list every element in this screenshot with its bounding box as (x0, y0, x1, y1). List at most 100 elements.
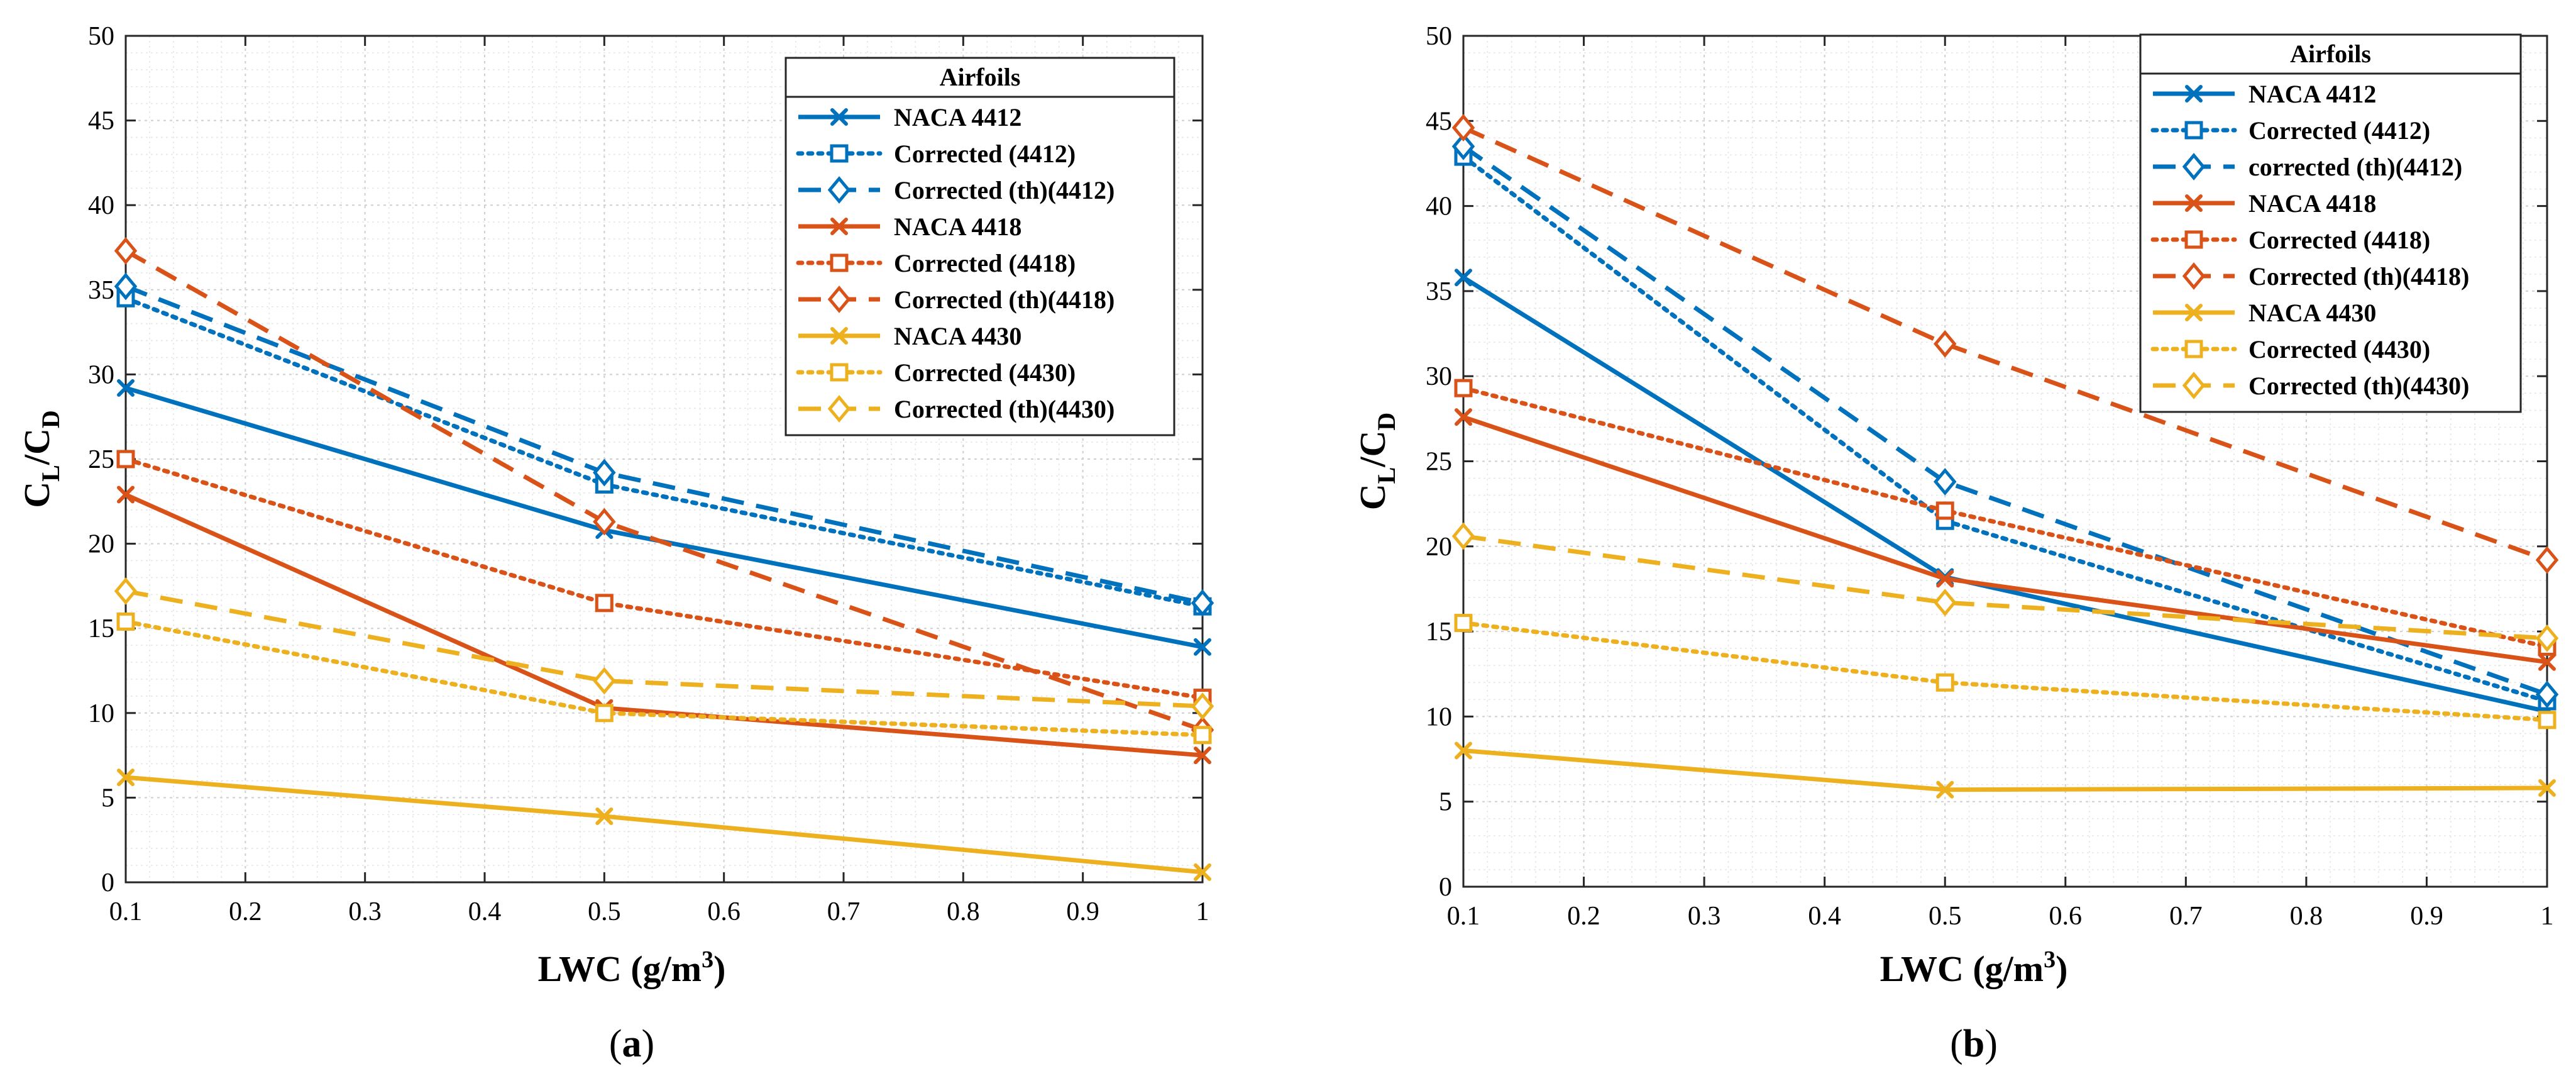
legend-entry: Corrected (th)(4412) (894, 176, 1115, 204)
series-6 (1455, 741, 2556, 799)
series-line (1462, 145, 2548, 697)
x-tick-label: 0.4 (468, 897, 502, 926)
series-line (1463, 534, 2548, 641)
data-point (1455, 741, 1472, 760)
y-tick-label: 5 (1439, 788, 1452, 817)
panel-label: (a) (609, 1023, 654, 1065)
data-point (593, 458, 616, 487)
x-tick-label: 0.6 (2049, 902, 2083, 931)
legend-marker (830, 327, 848, 345)
y-axis-label: CL​/CD​ (1352, 413, 1401, 510)
series-7 (116, 612, 1212, 745)
legend-entry: Corrected (4418) (894, 249, 1076, 277)
chart-panel-a: 0 5 10 15 20 25 30 35 40 45 50 0.1 0.2 0.3 0.4 0.5 0.6 0.… (16, 22, 1214, 1065)
y-tick-label: 0 (101, 868, 114, 897)
legend-marker (2185, 304, 2203, 321)
series-3 (1455, 408, 2556, 671)
y-tick-label: 0 (1439, 873, 1452, 902)
legend-entry: NACA 4412 (894, 103, 1021, 131)
legend-marker (2182, 153, 2206, 180)
y-tick-label: 30 (88, 360, 114, 389)
legend-marker (2182, 262, 2206, 290)
x-tick-label: 1 (1196, 897, 1209, 926)
data-point (1193, 726, 1212, 745)
x-tick-label: 0.4 (1808, 902, 1841, 931)
y-tick-label: 15 (88, 614, 114, 643)
y-tick-label: 40 (88, 191, 114, 220)
y-tick-label: 25 (1426, 448, 1452, 477)
legend-entry: corrected (th)(4412) (2248, 153, 2462, 181)
data-point (1936, 570, 1954, 588)
x-tick-label: 0.7 (827, 897, 861, 926)
y-axis-label: CL​/CD​ (16, 410, 65, 507)
series-6 (117, 768, 1211, 881)
x-tick-label: 0.3 (348, 897, 382, 926)
x-tick-label: 0.1 (109, 897, 143, 926)
legend-entry: Corrected (th)(4430) (2248, 372, 2469, 400)
legend-entry: Corrected (4418) (2248, 226, 2430, 254)
data-point (117, 485, 135, 504)
data-point (1933, 330, 1957, 358)
y-tick-label: 15 (1426, 618, 1452, 646)
data-point (593, 507, 616, 536)
series-5 (1451, 114, 2559, 574)
y-tick-label: 10 (88, 699, 114, 728)
legend-marker (827, 395, 851, 423)
data-point (593, 667, 616, 695)
series-line (125, 589, 1203, 709)
x-tick-label: 0.7 (2169, 902, 2203, 931)
y-tick-label: 30 (1426, 362, 1452, 391)
data-point (1191, 589, 1214, 617)
data-point (1194, 638, 1211, 656)
data-point (1455, 269, 1472, 287)
data-point (1935, 673, 1954, 692)
x-tick-label: 0.6 (707, 897, 740, 926)
y-tick-label: 20 (1426, 533, 1452, 562)
legend-marker (2184, 340, 2203, 358)
legend: Airfoils NACA 4412 Corrected (4412) Correct… (784, 57, 1175, 436)
legend-entry: Corrected (4412) (2248, 116, 2430, 145)
legend-entry: Corrected (th)(4418) (894, 286, 1115, 314)
x-tick-label: 0.9 (2410, 902, 2443, 931)
y-tick-label: 20 (88, 530, 114, 559)
x-tick-label: 0.8 (947, 897, 980, 926)
y-tick-label: 25 (88, 445, 114, 474)
legend-entry: NACA 4430 (894, 322, 1021, 350)
data-point (2538, 711, 2557, 729)
x-tick-label: 0.8 (2290, 902, 2323, 931)
legend-marker (2185, 85, 2203, 103)
data-point (117, 768, 135, 787)
x-tick-label: 1 (2541, 902, 2554, 931)
x-tick-label: 0.2 (1567, 902, 1600, 931)
legend-entry: NACA 4418 (894, 213, 1021, 241)
data-point (1455, 408, 1472, 426)
data-point (114, 236, 138, 265)
y-tick-label: 10 (1426, 702, 1452, 731)
data-point (116, 612, 135, 631)
y-tick-label: 45 (88, 107, 114, 136)
x-axis-label: LWC (g/m3) (538, 946, 726, 989)
x-tick-label: 0.9 (1066, 897, 1099, 926)
legend-marker (827, 176, 851, 204)
minor-grid (126, 36, 1203, 882)
y-tick-label: 35 (88, 276, 114, 305)
data-point (1933, 589, 1957, 617)
legend-entry: NACA 4430 (2248, 299, 2376, 327)
y-tick-label: 50 (1426, 22, 1452, 51)
legend-title: Airfoils (2290, 40, 2371, 68)
data-point (1935, 501, 1954, 520)
data-point (1194, 746, 1211, 765)
legend-marker (2182, 372, 2206, 399)
series-2 (1451, 132, 2559, 709)
legend-marker (2184, 121, 2203, 140)
data-point (1454, 614, 1473, 633)
y-tick-label: 35 (1426, 277, 1452, 306)
legend-marker (830, 218, 848, 235)
data-point (2538, 779, 2556, 797)
chart-panel-b: 0 5 10 15 20 25 30 35 40 45 50 0.1 0.2 0.3 0.4 0.5 0.6 0.… (1352, 22, 2559, 1065)
series-2 (114, 272, 1214, 617)
data-point (1454, 379, 1473, 397)
legend-entry: NACA 4418 (2248, 189, 2376, 218)
data-point (1194, 863, 1211, 881)
y-tick-label: 50 (88, 22, 114, 51)
